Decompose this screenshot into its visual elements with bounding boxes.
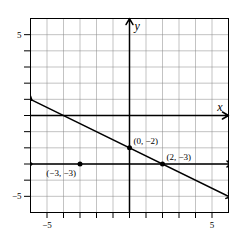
svg-text:(−3, −3): (−3, −3) — [46, 168, 76, 178]
svg-text:−5: −5 — [42, 220, 52, 230]
svg-text:x: x — [216, 100, 223, 114]
svg-text:5: 5 — [210, 220, 215, 230]
svg-text:(2, −3): (2, −3) — [167, 152, 192, 162]
svg-text:y: y — [134, 19, 141, 33]
svg-text:5: 5 — [17, 30, 22, 40]
svg-text:−5: −5 — [12, 191, 22, 201]
svg-text:(0, −2): (0, −2) — [134, 136, 159, 146]
